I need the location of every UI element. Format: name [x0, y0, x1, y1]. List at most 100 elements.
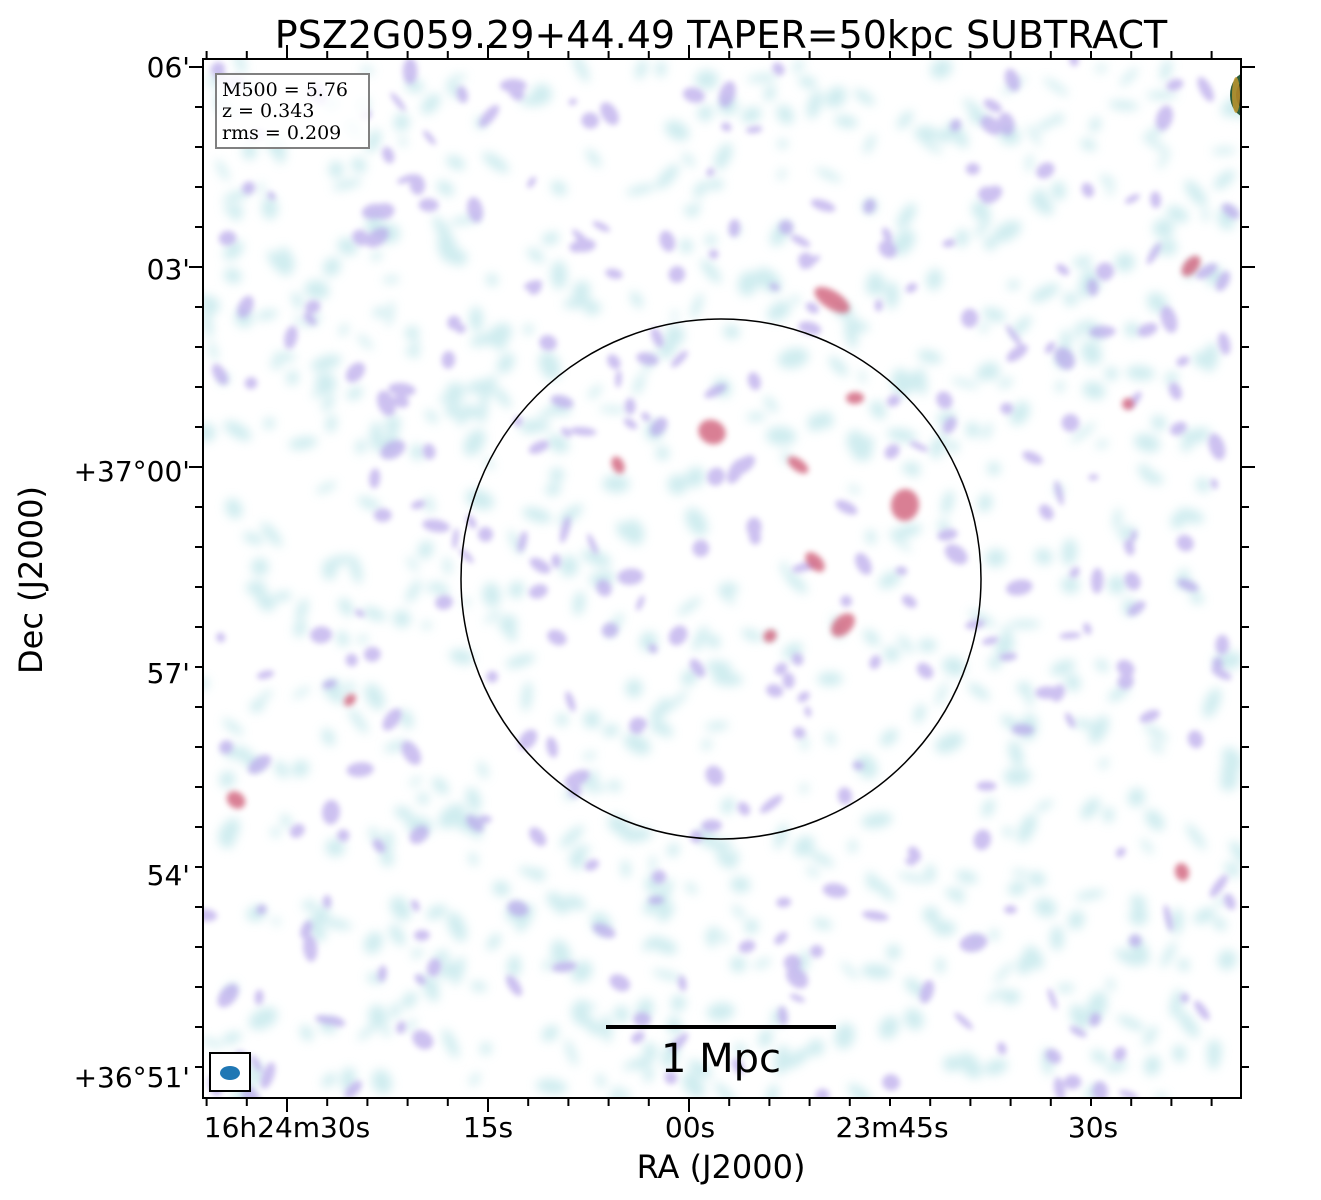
info-rms: rms = 0.209 [222, 122, 341, 144]
emission-blob [250, 1055, 262, 1072]
emission-blob [423, 130, 436, 145]
emission-blob [1069, 1026, 1087, 1038]
emission-blob [547, 434, 569, 453]
emission-blob [332, 178, 362, 190]
emission-blob [293, 317, 311, 327]
emission-blob [584, 302, 602, 316]
emission-blob [1072, 256, 1092, 268]
emission-blob [720, 797, 736, 814]
emission-blob [777, 139, 788, 149]
emission-blob [303, 934, 318, 962]
emission-blob [1051, 181, 1066, 201]
emission-blob [635, 717, 647, 728]
emission-blob [470, 981, 487, 992]
emission-blob [1104, 367, 1118, 381]
emission-blob [601, 622, 619, 638]
emission-blob [476, 815, 492, 824]
emission-blob [248, 754, 272, 775]
emission-blob [958, 1052, 982, 1079]
emission-blob [805, 302, 819, 314]
emission-blob [1017, 950, 1037, 975]
emission-blob [814, 286, 850, 314]
emission-blob [321, 1072, 337, 1088]
emission-blob [855, 754, 878, 779]
emission-blob [390, 896, 411, 921]
emission-blob [980, 115, 1002, 135]
emission-blob [935, 957, 946, 974]
emission-blob [616, 521, 628, 539]
emission-blob [1056, 263, 1070, 276]
emission-blob [363, 931, 383, 954]
emission-blob [641, 412, 651, 422]
emission-blob [667, 843, 680, 857]
emission-blob [289, 823, 305, 838]
emission-blob [728, 219, 741, 238]
emission-blob [1146, 91, 1178, 100]
emission-blob [463, 429, 486, 456]
emission-blob [569, 849, 586, 870]
emission-blob [402, 59, 418, 85]
emission-blob [998, 377, 1013, 389]
emission-blob [521, 419, 537, 434]
emission-blob [1070, 422, 1096, 443]
emission-blob [841, 961, 859, 980]
x-tick-label: 30s [1068, 1111, 1118, 1144]
emission-blob [1127, 601, 1146, 616]
emission-blob [579, 770, 597, 790]
emission-blob [1150, 191, 1162, 209]
emission-blob [1092, 1081, 1109, 1098]
emission-blob [840, 595, 853, 607]
emission-blob [609, 974, 631, 992]
emission-blob [390, 1002, 400, 1019]
emission-blob [1213, 917, 1227, 931]
emission-blob [1113, 507, 1122, 531]
emission-blob [955, 888, 965, 905]
emission-blob [396, 174, 417, 184]
y-tick-label: +36°51' [74, 1061, 190, 1094]
emission-blob [1124, 539, 1135, 556]
emission-blob [322, 895, 332, 909]
emission-blob [1107, 685, 1130, 702]
emission-blob [774, 931, 788, 945]
emission-blob [1028, 871, 1046, 887]
emission-blob [357, 496, 381, 511]
emission-blob [1036, 117, 1057, 132]
emission-blob [1140, 838, 1154, 854]
emission-blob [976, 781, 997, 791]
emission-blob [564, 769, 590, 788]
emission-blob [328, 161, 344, 179]
emission-blob [261, 522, 283, 547]
emission-blob [650, 327, 664, 348]
emission-blob [1143, 1055, 1161, 1076]
emission-blob [1129, 906, 1149, 926]
emission-blob [446, 155, 466, 170]
emission-blob [417, 792, 429, 805]
emission-blob [745, 126, 763, 134]
emission-blob [377, 965, 387, 982]
emission-blob [1176, 356, 1190, 367]
emission-blob [1170, 908, 1184, 935]
emission-blob [1005, 324, 1023, 348]
emission-blob [322, 799, 340, 825]
emission-blob [417, 540, 434, 559]
emission-blob [477, 761, 488, 779]
emission-blob [569, 243, 581, 253]
emission-blob [917, 350, 943, 364]
emission-blob [986, 988, 1007, 1002]
emission-blob [470, 333, 495, 347]
emission-blob [697, 827, 715, 847]
emission-blob [934, 732, 964, 754]
emission-blob [521, 681, 533, 712]
emission-blob [218, 230, 237, 246]
emission-blob [701, 819, 722, 832]
emission-blob [890, 489, 920, 521]
emission-blob [321, 728, 336, 746]
emission-blob [1073, 322, 1083, 340]
emission-blob [746, 73, 779, 83]
emission-blob [310, 626, 332, 644]
emission-blob [410, 444, 425, 461]
emission-blob [643, 1067, 654, 1083]
emission-blob [697, 105, 714, 122]
emission-blob [967, 682, 990, 701]
emission-blob [1099, 758, 1109, 769]
